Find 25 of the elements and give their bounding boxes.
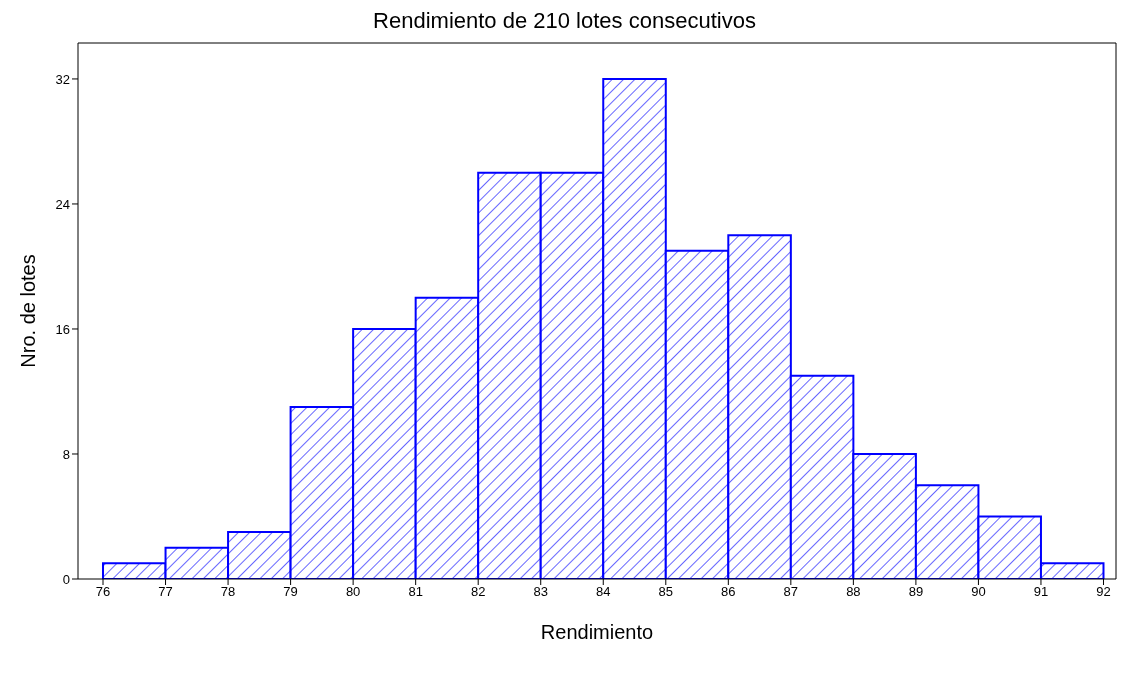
x-tick-label: 83 [533,584,548,600]
x-tick-label: 87 [783,584,799,600]
x-tick-label: 84 [596,584,611,600]
x-tick-label: 82 [470,584,486,600]
y-tick-label: 8 [62,446,70,462]
x-tick-label: 92 [1096,584,1111,600]
x-tick-label: 79 [283,584,298,600]
y-axis-title: Nro. de lotes [17,254,40,368]
x-tick-label: 90 [971,584,986,600]
x-axis-title: Rendimiento [540,621,654,643]
x-tick-label: 81 [408,584,423,600]
x-tick-label: 80 [345,584,361,600]
y-tick-label: 24 [55,196,70,212]
y-tick-label: 16 [55,321,70,337]
x-tick-label: 91 [1033,584,1049,600]
x-tick-label: 86 [721,584,736,600]
y-tick-label: 32 [55,71,70,87]
x-tick-label: 88 [846,584,861,600]
x-tick-label: 76 [95,584,111,600]
chart-title: Rendimiento de 210 lotes consecutivos [372,8,757,35]
x-tick-label: 85 [658,584,674,600]
x-tick-label: 77 [158,584,173,600]
x-tick-label: 78 [220,584,236,600]
x-tick-label: 89 [908,584,924,600]
y-tick-label: 0 [62,571,70,587]
